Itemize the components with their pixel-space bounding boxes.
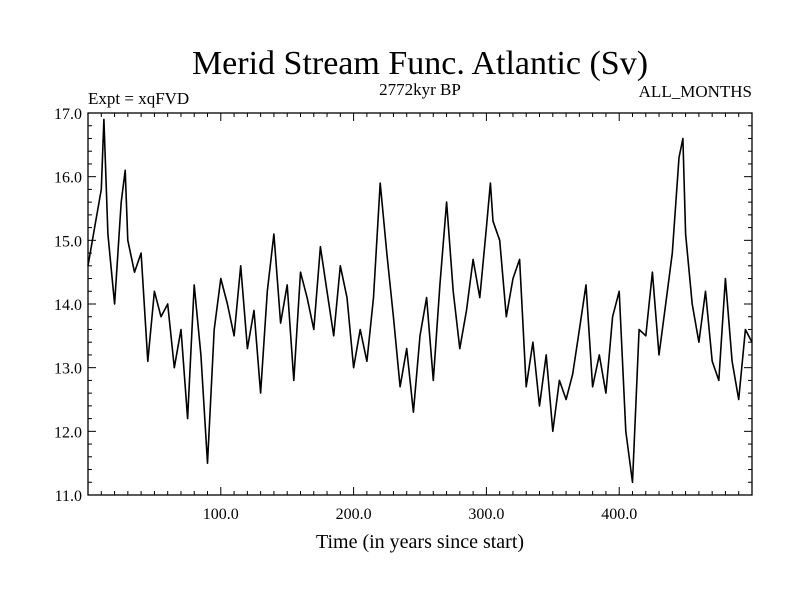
x-tick-label: 400.0 — [601, 506, 637, 523]
chart-subtitle-left: Expt = xqFVD — [88, 89, 189, 108]
series-line — [87, 118, 753, 484]
axis-ticks: 100.0 200.0 300.0 400.0 11.0 12.0 13.0 14.0 15.0… — [54, 106, 752, 523]
y-tick-label: 12.0 — [54, 424, 82, 441]
chart-subtitle-right: ALL_MONTHS — [639, 82, 752, 101]
plot-area — [87, 118, 753, 484]
x-tick-label: 100.0 — [203, 506, 239, 523]
y-tick-label: 15.0 — [54, 233, 82, 250]
plot-frame — [87, 112, 753, 496]
y-tick-label: 13.0 — [54, 361, 82, 378]
chart-subtitle-center: 2772kyr BP — [379, 80, 461, 99]
x-axis-label: Time (in years since start) — [316, 531, 524, 553]
y-tick-label: 16.0 — [54, 170, 82, 187]
chart-title: Merid Stream Func. Atlantic (Sv) — [192, 45, 648, 82]
y-tick-label: 11.0 — [55, 488, 82, 505]
y-tick-label: 17.0 — [54, 106, 82, 123]
y-tick-label: 14.0 — [54, 297, 82, 314]
x-tick-label: 200.0 — [336, 506, 372, 523]
x-tick-label: 300.0 — [468, 506, 504, 523]
